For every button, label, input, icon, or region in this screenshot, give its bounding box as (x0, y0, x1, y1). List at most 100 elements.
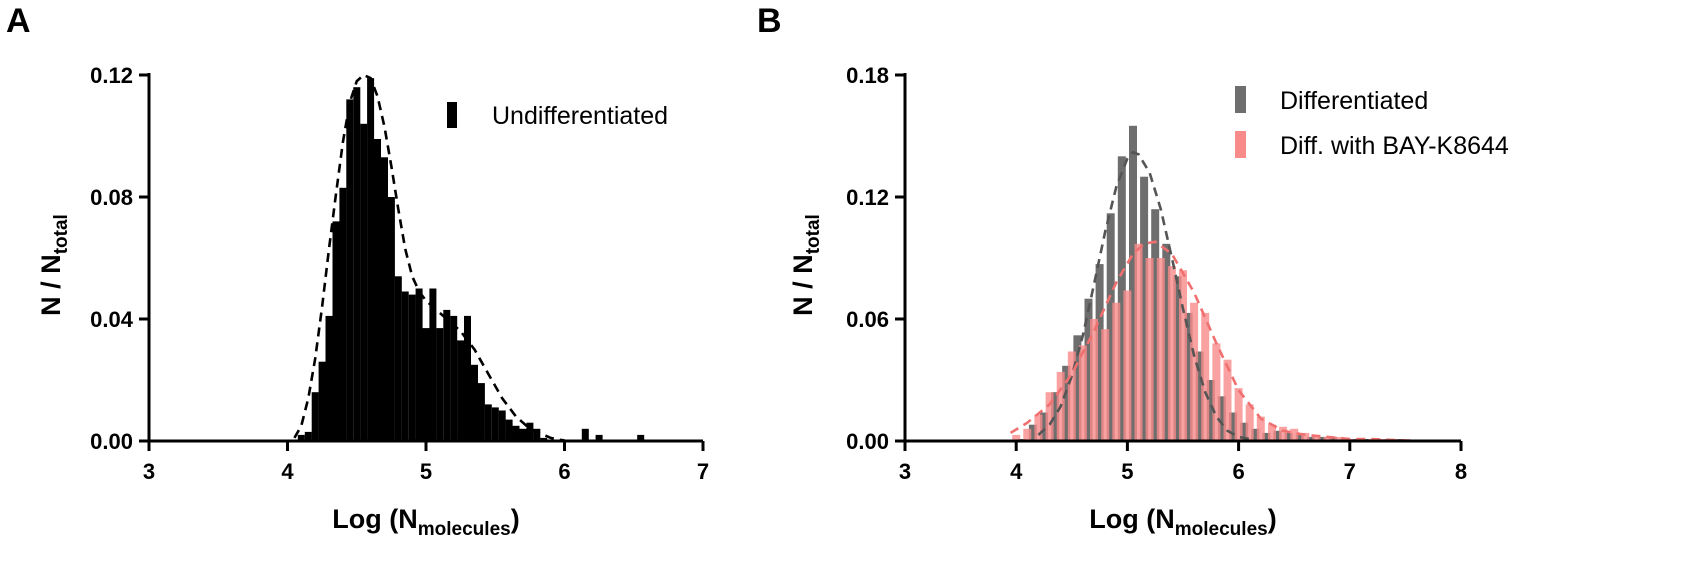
x-axis-title-a: Log (Nmolecules) (332, 504, 519, 540)
bar (1062, 365, 1071, 441)
bar (1023, 428, 1032, 441)
bar (1223, 359, 1232, 441)
bar (318, 361, 326, 441)
bars-b (1012, 125, 1415, 442)
y-axis-title-b: N / Ntotal (788, 214, 824, 316)
bar (367, 78, 375, 441)
bar (464, 315, 471, 441)
y-tick-label: 0.04 (90, 307, 134, 332)
bar (1084, 298, 1093, 441)
bar (1179, 270, 1187, 441)
chart-panel-b: B N / Ntotal Log (Nmolecules) 0.000.060.… (757, 2, 1509, 540)
bar (332, 221, 340, 441)
panel-label-b: B (757, 2, 782, 40)
bar (394, 276, 402, 441)
bar (637, 434, 645, 441)
bar (1273, 430, 1282, 441)
bar (1301, 432, 1310, 441)
bar (1028, 424, 1037, 441)
bars-a (297, 78, 645, 442)
bar (1240, 422, 1249, 441)
bar (1212, 343, 1221, 441)
x-tick-label: 7 (697, 459, 709, 484)
bar (1012, 434, 1021, 441)
bar (540, 437, 548, 441)
fit-curve (293, 73, 565, 442)
x-axis-title-sub: molecules (1175, 519, 1268, 540)
bar (484, 404, 492, 441)
chart-panel-a: A N / Ntotal Log (Nmolecules) 0.00 0.04 0.… (6, 2, 709, 540)
bar (1167, 266, 1176, 441)
x-axis-title-b: Log (Nmolecules) (1089, 504, 1276, 540)
bar (1162, 243, 1171, 441)
bar (581, 428, 589, 441)
y-axis-title-main: N / N (788, 254, 818, 316)
bar (1206, 380, 1215, 441)
axes-a: 0.00 0.04 0.08 0.12 3 4 5 6 7 (90, 63, 709, 484)
legend-swatch-diff-with-bay-k8644 (1235, 131, 1246, 158)
bar (1195, 351, 1204, 441)
bar (1123, 290, 1132, 441)
x-tick-label: 6 (1232, 459, 1244, 484)
bar (1184, 312, 1193, 441)
y-tick-label: 0.00 (90, 429, 133, 454)
legend-b: Differentiated Diff. with BAY-K8644 (1235, 86, 1509, 160)
bar (1045, 392, 1054, 441)
bar (422, 328, 430, 441)
bar (450, 315, 458, 441)
bar (1140, 176, 1149, 441)
bar (1034, 414, 1043, 441)
y-tick-label: 0.12 (90, 63, 133, 88)
bar (1268, 424, 1276, 441)
y-tick-label: 0.08 (90, 185, 133, 210)
legend-swatch-differentiated (1235, 86, 1246, 113)
bar (1279, 426, 1288, 441)
x-tick-label: 3 (143, 459, 155, 484)
legend-label-differentiated: Differentiated (1280, 87, 1428, 115)
bar (1151, 209, 1160, 441)
bar (505, 419, 513, 441)
x-axis-title-main: Log (N (1089, 504, 1174, 534)
bar (1190, 302, 1199, 441)
x-tick-label: 5 (1121, 459, 1133, 484)
bar (519, 428, 527, 441)
bar (353, 87, 361, 441)
bar (1312, 434, 1321, 441)
bar (429, 288, 437, 441)
x-tick-label: 8 (1455, 459, 1467, 484)
bar (443, 309, 451, 441)
legend-label-undifferentiated: Undifferentiated (492, 102, 668, 130)
fit-curve (1037, 150, 1250, 441)
bar (1306, 436, 1315, 441)
bar (491, 407, 499, 441)
bar (1251, 428, 1260, 441)
x-axis-title-close: ) (1268, 504, 1277, 534)
bar (1334, 436, 1343, 441)
bar (346, 99, 354, 442)
bar (1145, 258, 1154, 441)
bar (1256, 416, 1265, 441)
bar (1090, 319, 1098, 441)
x-tick-label: 4 (1010, 459, 1023, 484)
legend-label-diff-with-bay-k8644: Diff. with BAY-K8644 (1280, 132, 1509, 160)
y-axis-title-a: N / Ntotal (36, 214, 72, 316)
y-axis-title-sub: total (51, 214, 72, 254)
bar (360, 123, 368, 442)
y-tick-label: 0.12 (846, 185, 889, 210)
bar (1245, 404, 1254, 441)
bar (325, 315, 333, 441)
legend-a: Undifferentiated (447, 102, 668, 130)
bar (311, 392, 319, 441)
y-tick-label: 0.18 (846, 63, 889, 88)
bar (297, 434, 305, 441)
x-tick-label: 5 (420, 459, 432, 484)
bar (1112, 302, 1121, 441)
x-tick-label: 6 (558, 459, 570, 484)
bar (1329, 436, 1338, 441)
bar (415, 288, 423, 441)
y-axis-title-main: N / N (36, 254, 66, 316)
bar (1295, 434, 1304, 441)
panel-label-a: A (6, 2, 31, 40)
bar (408, 294, 416, 441)
bar (339, 187, 347, 441)
